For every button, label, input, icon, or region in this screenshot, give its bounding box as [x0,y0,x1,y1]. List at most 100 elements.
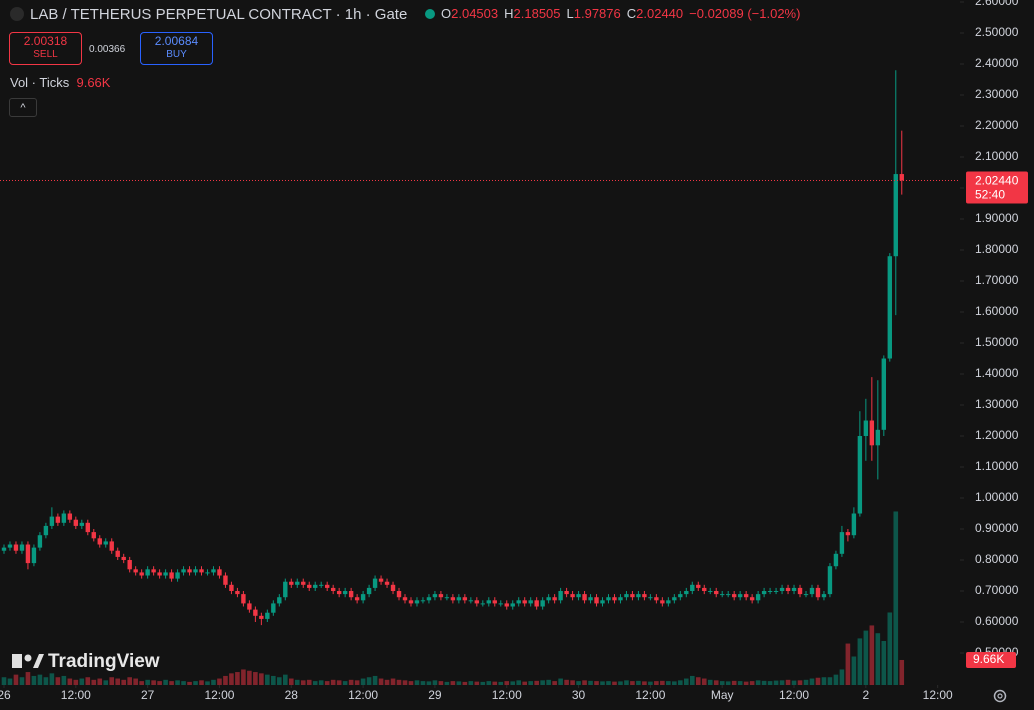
candle-body [217,569,222,576]
y-tick-label: 2.60000 [975,0,1019,8]
candle-body [528,600,533,604]
candle-body [307,584,312,588]
ohlc-key: L [566,6,574,21]
watermark-logo [12,654,22,668]
candle-body [73,519,79,526]
candle-body [378,578,384,582]
candle-body [510,603,515,607]
candle-body [444,597,450,599]
volume-bar [630,681,635,685]
volume-bar [552,681,557,685]
y-tick-label: 1.20000 [975,428,1019,442]
volume-bar [300,680,306,685]
y-tick-label: 1.10000 [975,459,1019,473]
volume-bar [420,681,426,685]
volume-bar [450,681,456,685]
volume-bar [288,678,294,685]
volume-bar [115,678,121,685]
candle-body [432,594,438,598]
ohlc-legend: O2.04503 H2.18505 L1.97876 C2.02440 −0.02089… [425,6,800,21]
candle-body [37,535,43,548]
candle-body [660,600,665,604]
volume-bar [67,678,73,685]
candle-body [301,581,306,585]
candle-body [708,591,713,593]
y-tick-label: 2.30000 [975,87,1019,101]
volume-bar [241,669,246,685]
sell-button[interactable]: 2.00318 SELL [9,32,82,65]
volume-bar [899,659,905,685]
candle-body [618,597,623,601]
volume-bar [893,511,899,685]
y-tick-label: 1.60000 [975,304,1019,318]
candle-body [612,597,617,601]
candle-body [79,522,85,526]
volume-bar [348,679,354,685]
last-price-label: 2.02440 [975,174,1019,188]
volume-bar [480,681,486,685]
volume-bar [660,680,665,685]
x-tick-label: 2 [863,688,870,702]
x-tick-label: 30 [572,688,586,702]
candle-body [881,358,887,430]
volume-bar [588,680,593,685]
y-tick-label: 2.50000 [975,25,1019,39]
watermark-logo [24,654,32,662]
candle-body [313,584,318,588]
candle-body [474,600,480,604]
candle-body [295,581,300,585]
volume-bar [815,677,821,685]
volume-bar [486,681,492,685]
buy-button[interactable]: 2.00684 BUY [140,32,213,65]
volume-bar [737,681,743,685]
candle-body [821,594,827,598]
candle-body [791,587,797,592]
candle-body [265,612,270,619]
volume-bar [438,681,444,685]
y-tick-label: 0.60000 [975,614,1019,628]
volume-bar [510,681,516,685]
volume-bar [701,678,707,685]
volume-bar [492,681,498,685]
candle-body [690,584,695,592]
volume-bar [73,679,79,685]
candle-body [839,532,845,554]
candle-body [666,600,671,604]
y-tick-label: 1.50000 [975,335,1019,349]
candle-body [199,569,204,573]
ohlc-value: 2.18505 [513,6,561,21]
y-tick-label: 1.80000 [975,242,1019,256]
volume-bar [570,680,575,685]
last-price-box [966,171,1028,204]
candle-body [833,553,839,567]
volume-bar [25,672,31,685]
volume-bar [402,680,408,685]
candle-body [396,591,402,598]
settings-button[interactable] [993,689,1007,703]
candle-body [875,429,881,446]
candle-body [103,541,108,545]
volume-bar [803,679,809,685]
volume-bar [330,679,336,685]
volume-bar [582,680,587,685]
volume-bar [546,679,551,685]
candle-body [145,569,150,576]
volume-bar [689,675,695,685]
symbol-title[interactable]: LAB / TETHERUS PERPETUAL CONTRACT · 1h ·… [10,6,407,23]
candle-body [181,569,186,573]
x-tick-label: 12:00 [635,688,665,702]
volume-bar [851,656,857,685]
candle-body [55,516,61,523]
candle-body [450,597,456,601]
volume-bar [19,677,25,685]
candle-body [342,591,348,595]
candle-body [97,538,102,545]
candle-body [761,591,767,595]
volume-bar [163,679,168,685]
candle-body [67,513,73,520]
candle-body [534,600,539,607]
collapse-button[interactable]: ^ [9,98,37,117]
buy-label: BUY [166,49,187,60]
x-tick-label: 12:00 [61,688,91,702]
